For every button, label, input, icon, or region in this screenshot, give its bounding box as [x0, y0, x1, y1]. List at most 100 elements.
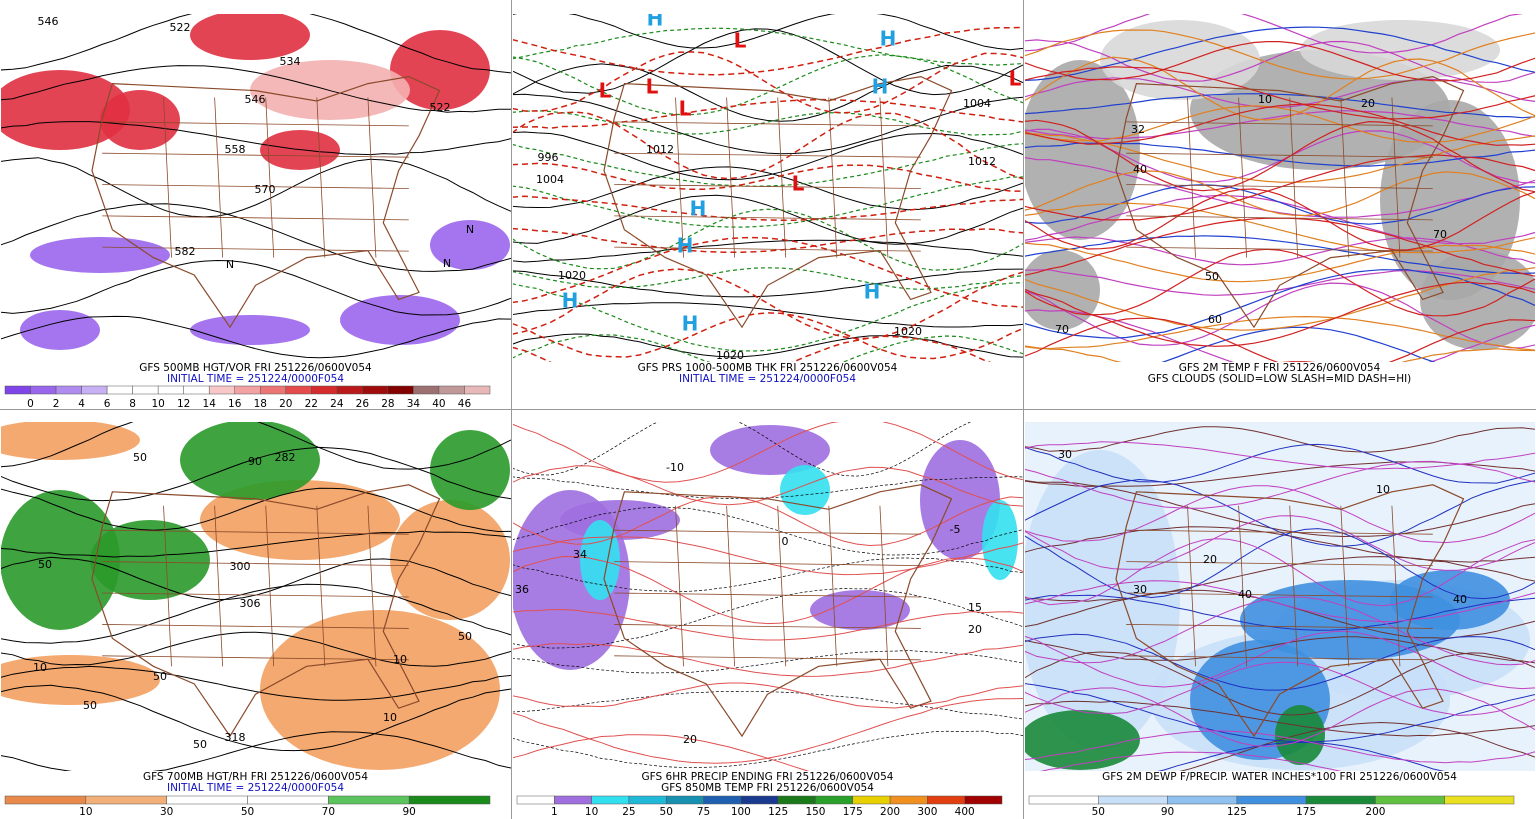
pressure-center: H	[562, 289, 579, 313]
panel: 70 32 40 50 60 70 20 10 GFS 2M TEMP F FRI 251226…	[1025, 14, 1535, 385]
contour-label: 10	[1376, 483, 1390, 496]
contour	[1025, 103, 1535, 146]
state-border	[265, 97, 275, 258]
contour	[1, 14, 511, 74]
contour	[1025, 119, 1535, 193]
state-border	[102, 246, 409, 252]
contour-label: 546	[245, 93, 266, 106]
contour	[1025, 269, 1535, 296]
contour	[513, 51, 1023, 114]
contour	[1157, 741, 1445, 771]
colorbar-swatch	[927, 795, 965, 805]
contour-label: 40	[1133, 163, 1147, 176]
shaded-area	[100, 90, 180, 150]
caption: INITIAL TIME = 251224/0000F054	[679, 373, 856, 385]
contour	[513, 609, 1023, 641]
contour	[1025, 154, 1535, 221]
state-border	[614, 246, 921, 252]
state-border	[879, 505, 889, 667]
contour	[1, 203, 511, 272]
state-border	[614, 655, 921, 661]
caption: GFS 6HR PRECIP ENDING FRI 251226/0600V05…	[642, 771, 894, 783]
contour	[513, 557, 1023, 593]
state-border	[102, 561, 409, 566]
country-border	[1115, 484, 1465, 738]
contour-label: 20	[968, 623, 982, 636]
contour	[1025, 184, 1535, 225]
colorbar-swatch	[408, 795, 491, 805]
shaded-area	[1, 70, 130, 150]
contour	[513, 143, 1023, 187]
contour	[513, 26, 1023, 76]
contour	[1025, 14, 1523, 54]
contour	[1025, 281, 1535, 347]
contour-label: 50	[1205, 270, 1219, 283]
contour	[513, 476, 1023, 499]
caption: INITIAL TIME = 251224/0000F054	[167, 782, 344, 794]
state-border	[614, 215, 921, 221]
caption: GFS 850MB TEMP FRI 251226/0600V054	[661, 782, 874, 794]
contour-label: 1020	[716, 349, 744, 362]
contour	[1025, 66, 1535, 120]
state-border	[1340, 505, 1350, 667]
colorbar-label: 30	[160, 806, 173, 818]
colorbar-swatch	[311, 385, 338, 395]
state-border	[726, 97, 736, 258]
pressure-center: L	[599, 79, 612, 103]
contour-label: 20	[1361, 97, 1375, 110]
contour	[1025, 443, 1535, 484]
contour	[1, 530, 511, 558]
shaded-area	[920, 440, 1000, 560]
contour	[513, 730, 1023, 769]
contour	[513, 27, 1023, 66]
colorbar-label: 300	[917, 806, 937, 818]
shaded-area	[1, 490, 120, 630]
contour	[1, 446, 511, 502]
caption: INITIAL TIME = 251224/0000F054	[167, 373, 344, 385]
colorbar-swatch	[106, 385, 133, 395]
colorbar-swatch	[247, 795, 329, 805]
colorbar-swatch	[208, 385, 235, 395]
colorbar-swatch	[516, 795, 555, 805]
contour	[513, 162, 1023, 192]
shaded-area	[390, 500, 510, 620]
contour-label: 10	[1258, 93, 1272, 106]
shaded-area	[260, 610, 500, 770]
contour	[513, 236, 1023, 308]
pressure-center: H	[864, 280, 881, 304]
colorbar-swatch	[1444, 795, 1515, 805]
contour-label: 570	[255, 183, 276, 196]
contour	[513, 495, 1023, 547]
colorbar-swatch	[328, 795, 410, 805]
state-border	[614, 184, 921, 189]
state-border	[367, 97, 377, 258]
shaded-area	[1390, 570, 1510, 630]
colorbar-swatch	[665, 795, 704, 805]
state-border	[726, 505, 736, 667]
shaded-area	[1275, 705, 1325, 765]
contour	[1025, 556, 1535, 602]
contour-label: 318	[225, 731, 246, 744]
shaded-area	[20, 310, 100, 350]
state-border	[614, 624, 921, 629]
caption: GFS 700MB HGT/RH FRI 251226/0600V054	[143, 771, 368, 783]
colorbar-swatch	[464, 385, 491, 395]
colorbar-swatch	[1375, 795, 1445, 805]
contour-label: 10	[383, 711, 397, 724]
state-border	[879, 97, 889, 258]
caption: GFS 500MB HGT/VOR FRI 251226/0600V054	[139, 362, 372, 374]
contour	[513, 63, 1023, 122]
contour-label: 15	[968, 601, 982, 614]
panel: 50 282 50 300 306 10 50 50 318 50 10 10 50 90 GFS 700M…	[1, 422, 511, 818]
colorbar-label: 24	[330, 398, 344, 410]
shaded-area	[1190, 50, 1450, 170]
contour	[1025, 515, 1535, 571]
colorbar-label: 12	[177, 398, 190, 410]
colorbar-label: 70	[322, 806, 335, 818]
contour-label: N	[466, 223, 474, 236]
state-border	[1126, 624, 1433, 629]
contour-label: 50	[193, 738, 207, 751]
